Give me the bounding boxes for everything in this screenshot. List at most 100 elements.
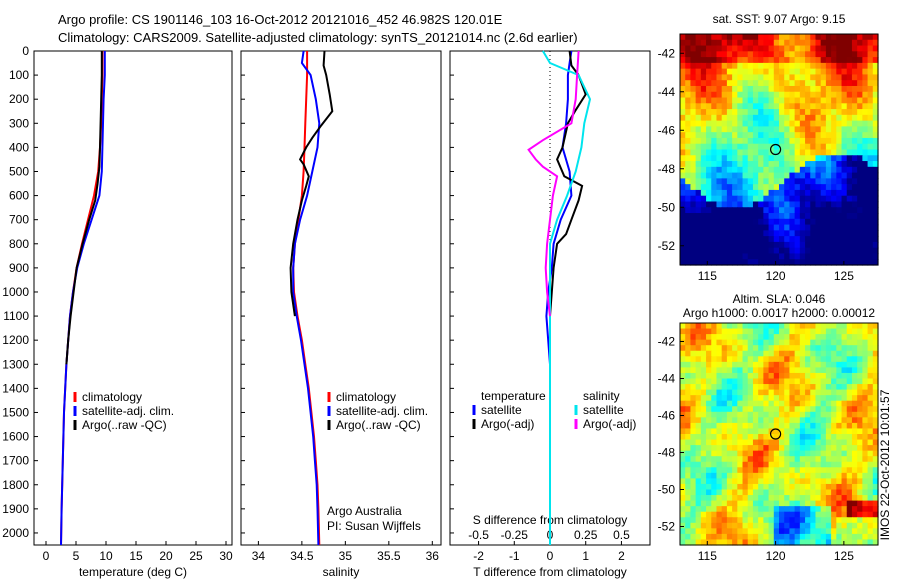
- heatmap-cell: [836, 80, 843, 87]
- heatmap-cell: [846, 213, 853, 220]
- heatmap-cell: [867, 207, 874, 214]
- heatmap-cell: [773, 339, 780, 346]
- heatmap-cell: [857, 323, 863, 330]
- heatmap-cell: [752, 323, 759, 330]
- legend-label: Argo(-adj): [583, 417, 636, 431]
- heatmap-cell: [862, 39, 869, 47]
- heatmap-cell: [825, 328, 832, 335]
- heatmap-cell: [700, 103, 707, 110]
- heatmap-cell: [851, 445, 858, 452]
- heatmap-cell: [857, 132, 863, 139]
- heatmap-cell: [841, 495, 848, 502]
- heatmap-cell: [716, 500, 723, 507]
- heatmap-cell: [752, 161, 759, 168]
- heatmap-cell: [836, 189, 843, 197]
- heatmap-cell: [820, 34, 827, 41]
- heatmap-cell: [711, 218, 718, 226]
- heatmap-cell: [862, 247, 869, 255]
- heatmap-cell: [784, 345, 791, 352]
- heatmap-cell: [810, 143, 817, 151]
- heatmap-cell: [726, 259, 733, 266]
- legend-title-salinity: salinity: [583, 389, 620, 403]
- heatmap-cell: [716, 361, 723, 368]
- y-tick-label: -42: [658, 335, 676, 349]
- heatmap-cell: [857, 328, 863, 335]
- heatmap-cell: [851, 339, 858, 346]
- heatmap-cell: [799, 178, 806, 185]
- heatmap-cell: [721, 422, 728, 430]
- heatmap-cell: [742, 472, 749, 479]
- heatmap-cell: [805, 253, 811, 260]
- heatmap-cell: [726, 356, 733, 363]
- heatmap-cell: [737, 74, 744, 81]
- heatmap-cell: [810, 109, 817, 116]
- heatmap-cell: [773, 328, 780, 335]
- heatmap-cell: [773, 428, 780, 435]
- heatmap-cell: [690, 51, 697, 58]
- heatmap-cell: [706, 230, 712, 237]
- heatmap-cell: [732, 224, 738, 231]
- heatmap-cell: [711, 224, 718, 231]
- heatmap-cell: [815, 495, 822, 502]
- heatmap-cell: [862, 472, 869, 479]
- heatmap-cell: [862, 356, 869, 363]
- heatmap-cell: [732, 259, 738, 266]
- heatmap-cell: [789, 395, 796, 402]
- heatmap-cell: [846, 361, 853, 368]
- heatmap-cell: [779, 62, 785, 70]
- heatmap-cell: [862, 253, 869, 260]
- heatmap-cell: [726, 224, 733, 231]
- heatmap-cell: [784, 143, 791, 151]
- heatmap-cell: [794, 241, 801, 249]
- heatmap-cell: [851, 45, 858, 52]
- heatmap-cell: [836, 445, 843, 452]
- heatmap-cell: [737, 467, 744, 474]
- x-tick-label: 34.5: [290, 549, 314, 563]
- heatmap-cell: [732, 184, 738, 191]
- heatmap-cell: [857, 445, 863, 452]
- heatmap-cell: [680, 439, 686, 446]
- heatmap-cell: [747, 155, 754, 162]
- heatmap-cell: [685, 51, 692, 58]
- heatmap-cell: [862, 184, 869, 191]
- y-tick-label: 300: [9, 116, 29, 130]
- heatmap-cell: [716, 241, 723, 249]
- heatmap-cell: [742, 461, 749, 468]
- heatmap-cell: [763, 389, 770, 396]
- heatmap-cell: [737, 323, 744, 330]
- heatmap-cell: [794, 384, 801, 391]
- heatmap-cell: [867, 57, 874, 64]
- heatmap-cell: [758, 103, 764, 110]
- heatmap-cell: [846, 539, 853, 546]
- heatmap-cell: [706, 434, 712, 441]
- heatmap-cell: [872, 189, 879, 197]
- heatmap-cell: [815, 417, 822, 424]
- heatmap-cell: [706, 155, 712, 162]
- heatmap-cell: [820, 155, 827, 162]
- heatmap-cell: [789, 149, 796, 156]
- heatmap-cell: [784, 85, 791, 93]
- heatmap-cell: [825, 478, 832, 485]
- heatmap-cell: [690, 91, 697, 99]
- heatmap-cell: [784, 323, 791, 330]
- heatmap-cell: [742, 345, 749, 352]
- heatmap-cell: [836, 378, 843, 385]
- heatmap-cell: [752, 389, 759, 396]
- heatmap-cell: [857, 539, 863, 546]
- heatmap-cell: [721, 389, 728, 396]
- heatmap-cell: [695, 467, 702, 474]
- heatmap-cell: [825, 161, 832, 168]
- heatmap-cell: [805, 517, 811, 524]
- heatmap-cell: [685, 230, 692, 237]
- heatmap-cell: [742, 114, 749, 122]
- heatmap-cell: [836, 467, 843, 474]
- heatmap-cell: [695, 161, 702, 168]
- heatmap-cell: [773, 511, 780, 518]
- heatmap-cell: [726, 155, 733, 162]
- heatmap-cell: [680, 213, 686, 220]
- heatmap-cell: [862, 411, 869, 418]
- heatmap-cell: [680, 411, 686, 418]
- salinity-panel: 34 34.5 35 35.5 36salinityclimatologysatelli…: [240, 50, 442, 579]
- heatmap-cell: [799, 467, 806, 474]
- heatmap-cell: [820, 201, 827, 208]
